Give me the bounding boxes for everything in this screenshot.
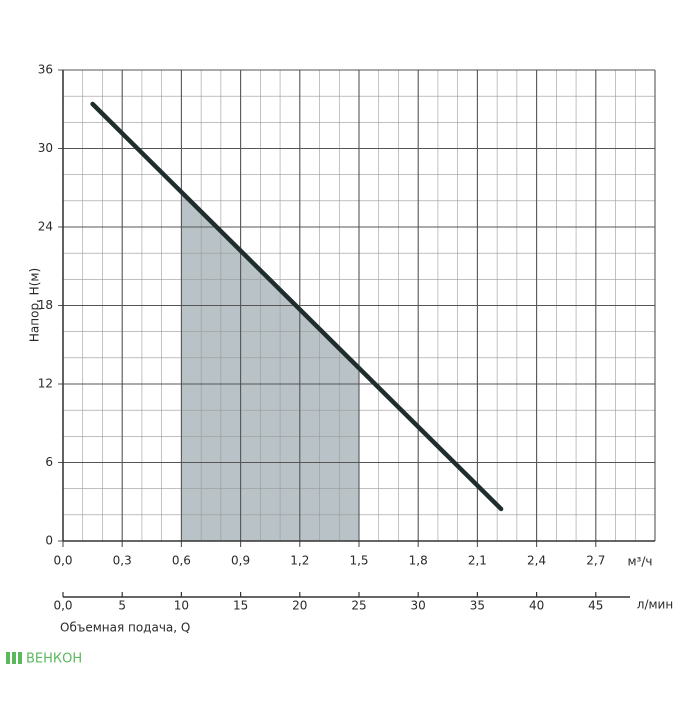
x2-tick-label: 45 <box>588 599 603 613</box>
x2-tick-label: 30 <box>411 599 426 613</box>
x2-tick-label: 15 <box>233 599 248 613</box>
watermark: ВЕНКОН <box>26 652 82 667</box>
y-tick-label: 30 <box>38 141 53 155</box>
x-tick-label: 0,6 <box>172 554 191 568</box>
y-tick-label: 36 <box>38 63 53 77</box>
x2-tick-label: 40 <box>529 599 544 613</box>
x-tick-label: 1,8 <box>409 554 428 568</box>
y-tick-label: 24 <box>38 220 53 234</box>
x-tick-label: 1,5 <box>349 554 368 568</box>
y-axis-label: Напор, H(м) <box>28 268 42 342</box>
x-unit: м³/ч <box>628 555 653 569</box>
x-tick-label: 1,2 <box>290 554 309 568</box>
y-tick-label: 0 <box>45 534 53 548</box>
logo <box>6 652 22 664</box>
x2-tick-label: 0,0 <box>53 599 72 613</box>
x-tick-label: 0,3 <box>113 554 132 568</box>
x-tick-label: 2,7 <box>586 554 605 568</box>
x2-tick-label: 20 <box>292 599 307 613</box>
x2-unit: л/мин <box>637 598 673 612</box>
x-tick-label: 2,4 <box>527 554 546 568</box>
x-tick-label: 0,9 <box>231 554 250 568</box>
y-tick-label: 12 <box>38 377 53 391</box>
x2-tick-label: 25 <box>351 599 366 613</box>
x-tick-label: 2,1 <box>468 554 487 568</box>
x2-tick-label: 5 <box>118 599 126 613</box>
x-axis-label: Объемная подача, Q <box>60 621 190 635</box>
x-tick-label: 0,0 <box>53 554 72 568</box>
x2-tick-label: 35 <box>470 599 485 613</box>
y-tick-label: 6 <box>45 455 53 469</box>
pump-curve <box>90 101 504 512</box>
x2-tick-label: 10 <box>174 599 189 613</box>
y-tick-label: 18 <box>38 298 53 312</box>
